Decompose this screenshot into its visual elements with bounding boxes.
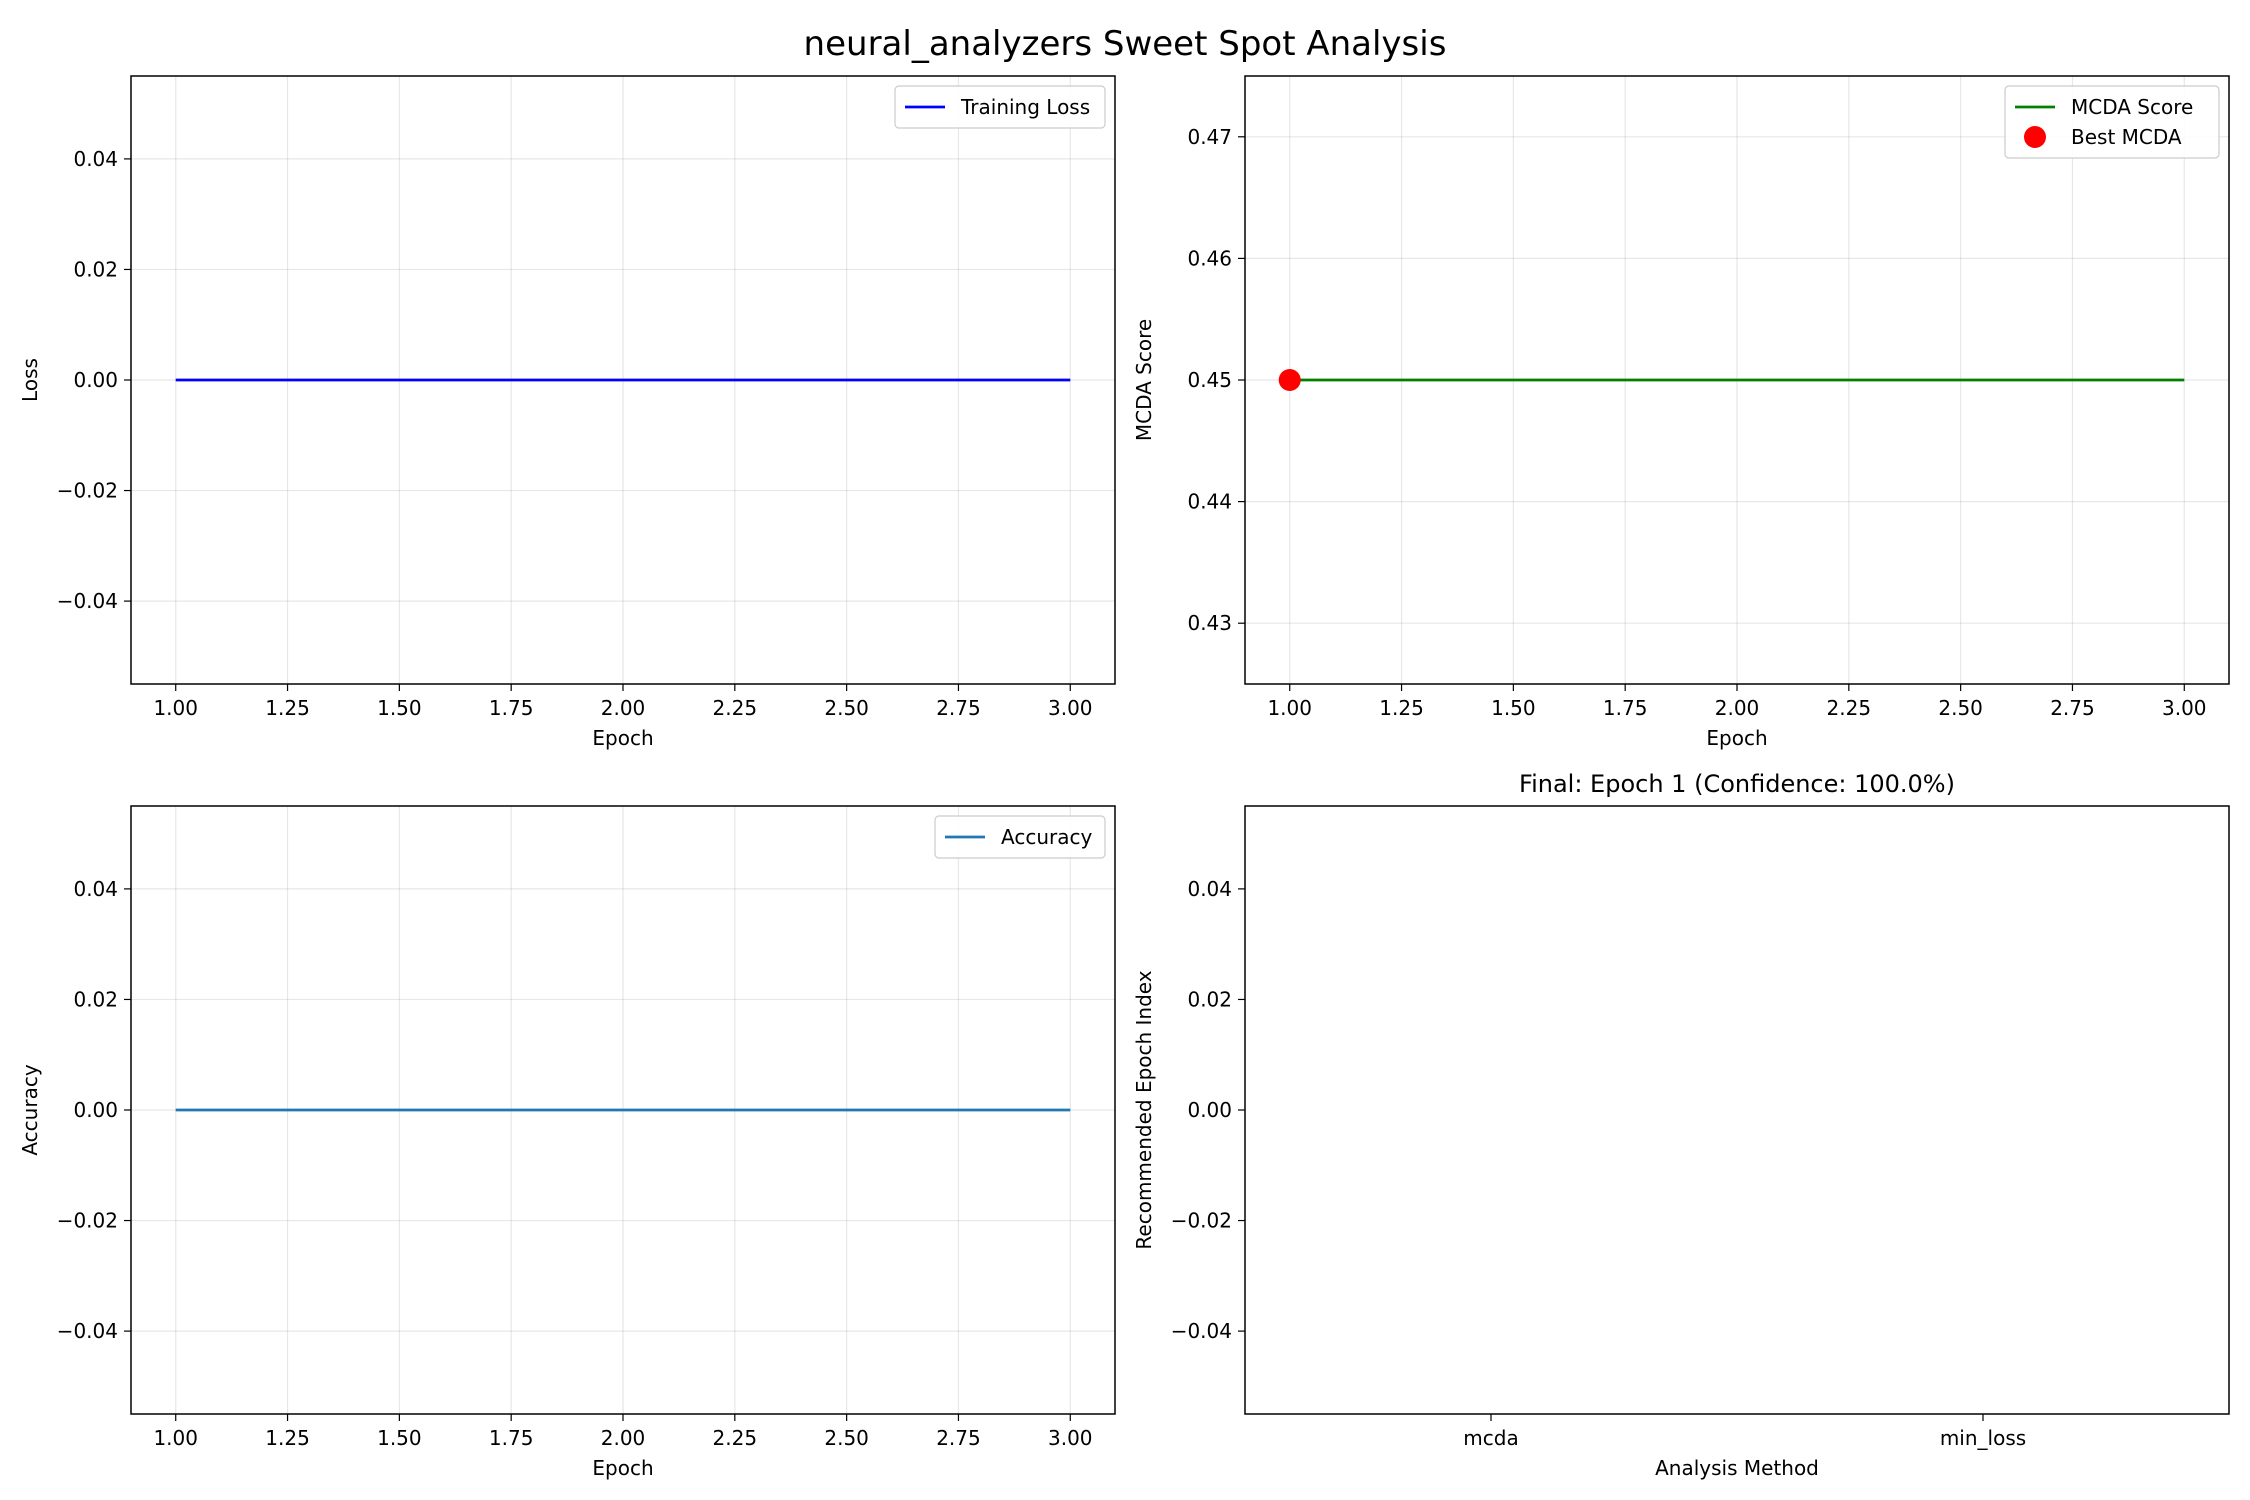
legend-box — [2004, 85, 2220, 159]
x-tick-label: 2.00 — [601, 1426, 646, 1450]
x-tick-label: 1.25 — [265, 1426, 310, 1450]
y-tick-label: 0.04 — [73, 147, 118, 171]
legend-label: MCDA Score — [2071, 95, 2193, 119]
x-tick-label: 1.00 — [1267, 696, 1312, 720]
y-tick-label: 0.04 — [1187, 877, 1232, 901]
x-tick-label: 3.00 — [1048, 696, 1093, 720]
y-tick-label: −0.02 — [1171, 1209, 1232, 1233]
x-tick-label: 2.50 — [824, 696, 869, 720]
scatter-point — [1278, 369, 1301, 391]
chart-panels: 1.00 1.25 1.50 1.75 2.00 2.25 2.50 2.75 3.00 −0.0… — [18, 75, 2230, 1480]
y-tick-label: 0.43 — [1187, 611, 1232, 635]
legend-marker-swatch — [2024, 126, 2046, 148]
x-axis-label: Epoch — [592, 1456, 653, 1480]
legend-box — [894, 85, 1106, 129]
y-axis-label: Recommended Epoch Index — [1132, 970, 1156, 1249]
figure-title: neural_analyzers Sweet Spot Analysis — [804, 24, 1447, 64]
y-tick-label: 0.44 — [1187, 490, 1232, 514]
y-tick-label: 0.00 — [1187, 1098, 1232, 1122]
chart-recommend: mcda min_loss −0.04 −0.02 0.00 0.02 0.04 Analys… — [1132, 770, 2230, 1480]
y-tick-label: 0.47 — [1187, 125, 1232, 149]
x-tick-label: 1.25 — [265, 696, 310, 720]
y-axis-label: Loss — [18, 358, 42, 402]
x-tick-label: 1.75 — [1603, 696, 1648, 720]
x-tick-label: 1.00 — [153, 696, 198, 720]
axes-frame — [130, 75, 1116, 685]
x-tick-label: 1.00 — [153, 1426, 198, 1450]
axes-frame — [1244, 805, 2230, 1415]
axes-frame — [1244, 75, 2230, 685]
legend-label: Accuracy — [1001, 825, 1092, 849]
legend-label: Training Loss — [960, 95, 1090, 119]
y-tick-label: 0.02 — [73, 257, 118, 281]
legend: Training Loss — [894, 85, 1106, 129]
x-tick-label: 1.75 — [489, 1426, 534, 1450]
x-axis-label: Epoch — [1706, 726, 1767, 750]
axes-frame — [130, 805, 1116, 1415]
x-axis-label: Epoch — [592, 726, 653, 750]
y-tick-label: 0.45 — [1187, 368, 1232, 392]
y-tick-label: 0.00 — [73, 1098, 118, 1122]
chart-accuracy: 1.00 1.25 1.50 1.75 2.00 2.25 2.50 2.75 3.00 −0.0… — [18, 805, 1116, 1480]
legend-box — [934, 815, 1106, 859]
y-axis-label: Accuracy — [18, 1064, 42, 1155]
x-tick-label: 1.50 — [377, 1426, 422, 1450]
x-tick-label: 2.00 — [601, 696, 646, 720]
y-tick-label: 0.02 — [1187, 987, 1232, 1011]
x-tick-label: 2.75 — [936, 1426, 981, 1450]
x-axis-label: Analysis Method — [1655, 1456, 1819, 1480]
y-tick-label: 0.02 — [73, 987, 118, 1011]
legend-label: Best MCDA — [2071, 125, 2182, 149]
legend: MCDA Score Best MCDA — [2004, 85, 2220, 159]
y-tick-label: −0.04 — [57, 1319, 118, 1343]
legend: Accuracy — [934, 815, 1106, 859]
x-tick-label: 2.50 — [824, 1426, 869, 1450]
y-tick-label: 0.46 — [1187, 246, 1232, 270]
x-tick-label: 2.25 — [1827, 696, 1872, 720]
x-tick-label: 2.00 — [1715, 696, 1760, 720]
y-tick-label: −0.02 — [57, 1209, 118, 1233]
chart-mcda: 1.00 1.25 1.50 1.75 2.00 2.25 2.50 2.75 3.00 0.43… — [1132, 75, 2230, 750]
x-tick-label: 3.00 — [1048, 1426, 1093, 1450]
y-axis-label: MCDA Score — [1132, 319, 1156, 441]
x-tick-label: 2.75 — [2050, 696, 2095, 720]
y-tick-label: 0.04 — [73, 877, 118, 901]
y-tick-label: −0.02 — [57, 479, 118, 503]
x-tick-label: 3.00 — [2162, 696, 2207, 720]
x-tick-label: mcda — [1463, 1426, 1518, 1450]
y-tick-label: 0.00 — [73, 368, 118, 392]
chart-loss: 1.00 1.25 1.50 1.75 2.00 2.25 2.50 2.75 3.00 −0.0… — [18, 75, 1116, 750]
x-tick-label: 1.75 — [489, 696, 534, 720]
y-tick-label: −0.04 — [57, 589, 118, 613]
plot-title: Final: Epoch 1 (Confidence: 100.0%) — [1519, 770, 1955, 798]
x-tick-label: 1.50 — [377, 696, 422, 720]
x-tick-label: 2.50 — [1938, 696, 1983, 720]
x-tick-label: 1.50 — [1491, 696, 1536, 720]
x-tick-label: 2.25 — [713, 696, 758, 720]
x-tick-label: min_loss — [1940, 1426, 2026, 1450]
x-tick-label: 2.75 — [936, 696, 981, 720]
y-tick-label: −0.04 — [1171, 1319, 1232, 1343]
x-tick-label: 2.25 — [713, 1426, 758, 1450]
x-tick-label: 1.25 — [1379, 696, 1424, 720]
